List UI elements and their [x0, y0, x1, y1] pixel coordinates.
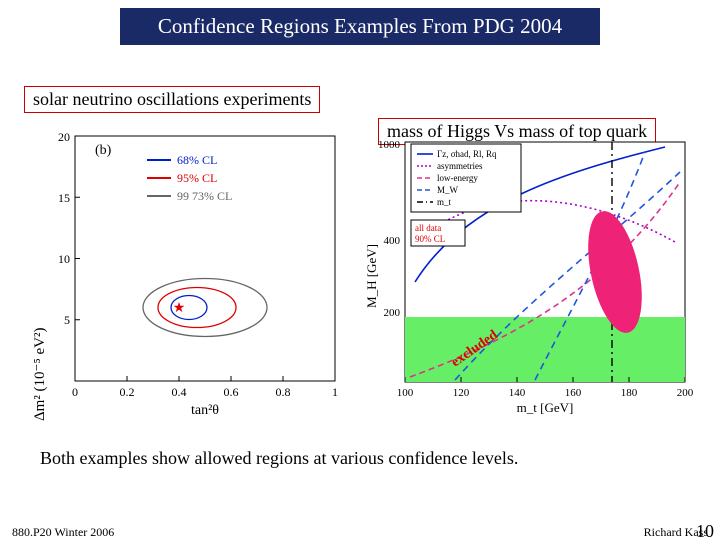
svg-text:0.6: 0.6 [224, 385, 239, 399]
charts-container: ★ (b) 68% CL 95% CL 99 73% CL 0 0.2 0.4 [30, 126, 710, 416]
xlabel-right: m_t [GeV] [517, 400, 574, 415]
svg-text:10: 10 [58, 252, 70, 266]
slide-number: 10 [696, 521, 714, 542]
legend-9973cl: 99 73% CL [177, 189, 232, 203]
svg-text:0.2: 0.2 [120, 385, 135, 399]
svg-text:200: 200 [384, 307, 401, 319]
svg-text:0: 0 [72, 385, 78, 399]
footer: 880.P20 Winter 2006 Richard Kass [0, 525, 720, 540]
svg-text:1000: 1000 [378, 139, 401, 151]
footer-left: 880.P20 Winter 2006 [12, 525, 114, 540]
svg-text:15: 15 [58, 191, 70, 205]
slide-title: Confidence Regions Examples From PDG 200… [120, 8, 600, 45]
svg-text:120: 120 [453, 387, 470, 399]
ylabel-right: M_H [GeV] [364, 244, 379, 308]
xlabel-left: tan²θ [191, 403, 219, 416]
svg-text:200: 200 [677, 387, 694, 399]
svg-text:5: 5 [64, 313, 70, 327]
legend-mw: M_W [437, 185, 459, 195]
panel-label: (b) [95, 143, 112, 158]
legend-gz: Γz, σhad, Rl, Rq [437, 149, 497, 159]
solar-neutrino-chart: ★ (b) 68% CL 95% CL 99 73% CL 0 0.2 0.4 [30, 126, 350, 416]
legend-68cl: 68% CL [177, 153, 217, 167]
legend-asym: asymmetries [437, 161, 483, 171]
higgs-top-chart: Γz, σhad, Rl, Rq asymmetries low-energy … [360, 126, 700, 416]
left-chart-label: solar neutrino oscillations experiments [24, 86, 320, 113]
svg-text:20: 20 [58, 130, 70, 144]
legend-lowe: low-energy [437, 173, 478, 183]
svg-text:160: 160 [565, 387, 582, 399]
svg-text:0.8: 0.8 [276, 385, 291, 399]
svg-text:0.4: 0.4 [172, 385, 187, 399]
svg-text:180: 180 [621, 387, 638, 399]
all-data-label: all data [415, 223, 441, 233]
legend-95cl: 95% CL [177, 171, 217, 185]
higgs-top-svg: Γz, σhad, Rl, Rq asymmetries low-energy … [360, 126, 700, 416]
all-data-cl: 90% CL [415, 234, 445, 244]
caption: Both examples show allowed regions at va… [40, 448, 518, 469]
ylabel-left: Δm² (10⁻⁵ eV²) [30, 101, 49, 421]
svg-text:1: 1 [332, 385, 338, 399]
svg-text:400: 400 [384, 235, 401, 247]
svg-text:★: ★ [173, 301, 186, 316]
svg-text:100: 100 [397, 387, 414, 399]
legend-mt: m_t [437, 197, 452, 207]
svg-text:140: 140 [509, 387, 526, 399]
solar-neutrino-svg: ★ (b) 68% CL 95% CL 99 73% CL 0 0.2 0.4 [30, 126, 350, 416]
